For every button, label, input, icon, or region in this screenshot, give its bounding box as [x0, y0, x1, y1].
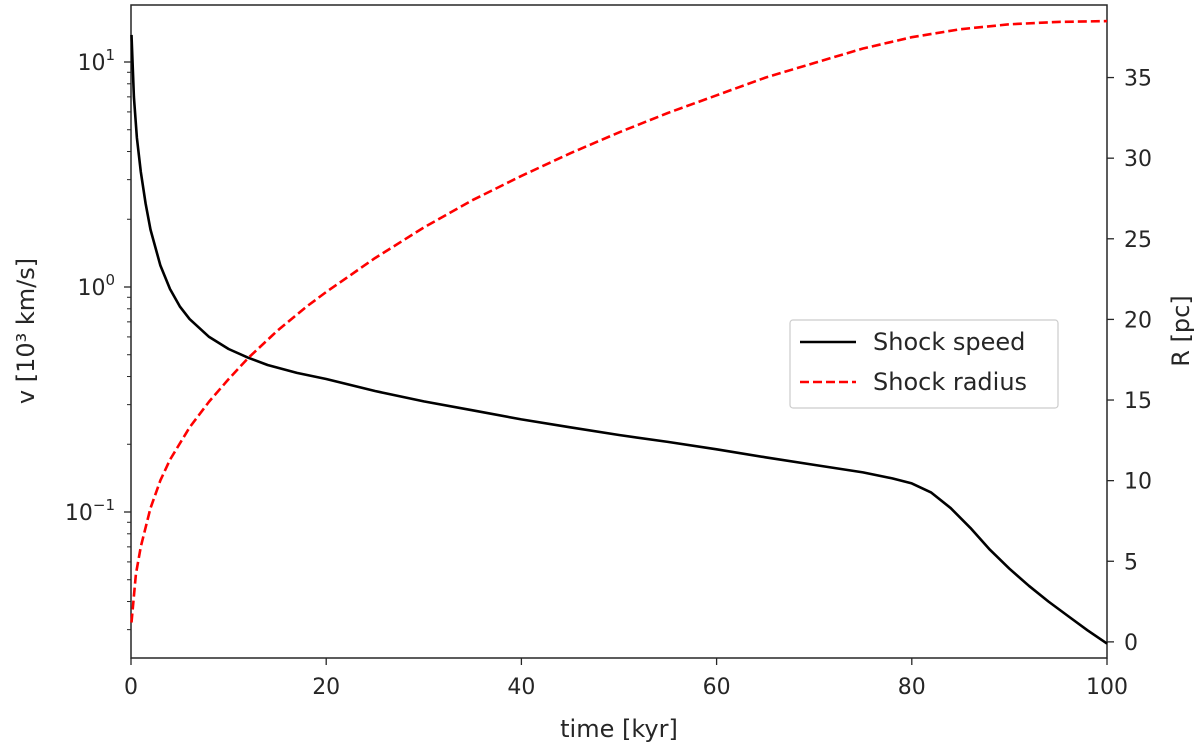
left-y-tick-label: 101	[77, 46, 115, 76]
x-tick-label: 40	[507, 675, 535, 700]
right-y-axis: 0 5 10 15 20 25 30 35	[1107, 67, 1152, 656]
legend-box	[789, 319, 1059, 409]
left-y-axis-label: v [10³ km/s]	[12, 258, 40, 404]
shock-speed-line	[130, 34, 1108, 645]
right-y-tick-label: 10	[1124, 470, 1152, 495]
x-tick-label: 80	[898, 675, 926, 700]
x-tick-label: 100	[1086, 675, 1128, 700]
legend: Shock speed Shock radius	[789, 319, 1059, 409]
x-tick-label: 60	[703, 675, 731, 700]
left-y-axis: 101 100 10−1	[65, 46, 131, 631]
right-y-axis-label: R [pc]	[1167, 295, 1195, 366]
shock-radius-line	[130, 19, 1108, 623]
right-y-tick-label: 25	[1124, 228, 1152, 253]
right-y-tick-label: 30	[1124, 147, 1152, 172]
right-y-tick-label: 35	[1124, 67, 1152, 92]
x-axis: 0 20 40 60 80 100	[124, 658, 1128, 700]
right-y-tick-label: 20	[1124, 308, 1152, 333]
x-tick-label: 0	[124, 675, 138, 700]
x-tick-label: 20	[312, 675, 340, 700]
left-y-tick-label: 100	[77, 271, 115, 301]
series-layer	[130, 19, 1108, 645]
legend-label-shock-speed: Shock speed	[873, 328, 1025, 356]
x-axis-label: time [kyr]	[560, 715, 678, 743]
right-y-tick-label: 5	[1124, 550, 1138, 575]
right-y-tick-label: 15	[1124, 389, 1152, 414]
left-y-tick-label: 10−1	[65, 496, 115, 526]
right-y-tick-label: 0	[1124, 631, 1138, 656]
legend-label-shock-radius: Shock radius	[873, 368, 1027, 396]
